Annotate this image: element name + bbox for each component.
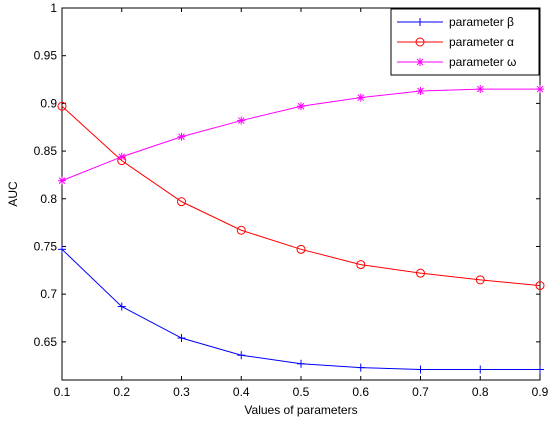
y-tick-label: 1: [50, 1, 57, 15]
y-tick-label: 0.95: [34, 49, 58, 63]
y-tick-label: 0.75: [34, 239, 58, 253]
x-tick-label: 0.9: [532, 385, 549, 399]
legend: parameter β parameter α parameter ω: [390, 8, 540, 76]
x-tick-label: 0.5: [293, 385, 310, 399]
series-line-2: [61, 105, 541, 287]
data-point: [58, 245, 66, 254]
x-tick-label: 0.3: [173, 385, 190, 399]
data-point: [356, 363, 365, 372]
data-point: [416, 365, 425, 374]
legend-marker: [416, 18, 424, 26]
data-point: [237, 116, 246, 125]
y-tick-label: 0.65: [34, 335, 58, 349]
data-point: [356, 260, 366, 270]
data-point: [177, 334, 186, 343]
y-tick-label: 0.8: [40, 192, 57, 206]
data-point: [297, 359, 305, 368]
data-point: [536, 85, 544, 94]
legend-marker: [415, 37, 425, 47]
legend-item: parameter ω: [397, 55, 516, 69]
x-tick-label: 0.6: [352, 385, 369, 399]
x-tick-label: 0.7: [412, 385, 429, 399]
x-tick-label: 0.4: [233, 385, 250, 399]
legend-label: parameter β: [449, 15, 514, 29]
x-axis-label: Values of parameters: [244, 403, 357, 417]
data-point: [416, 268, 425, 278]
data-point: [237, 351, 246, 360]
legend-label: parameter α: [449, 35, 514, 49]
y-tick-label: 0.7: [40, 287, 57, 301]
data-point: [476, 85, 485, 94]
data-point: [297, 102, 305, 111]
data-point: [535, 281, 545, 291]
data-point: [58, 176, 66, 185]
data-point: [57, 101, 67, 111]
data-point: [117, 302, 126, 311]
data-point: [475, 275, 485, 285]
legend-label: parameter ω: [449, 55, 516, 69]
data-point: [117, 152, 126, 161]
legend-marker: [416, 58, 424, 66]
legend-item: parameter α: [397, 35, 514, 49]
x-tick-label: 0.2: [113, 385, 130, 399]
data-point: [296, 244, 306, 254]
data-point: [476, 365, 485, 374]
y-tick-label: 0.85: [34, 144, 58, 158]
data-point: [356, 93, 365, 102]
data-point: [536, 365, 544, 374]
data-point: [177, 132, 186, 141]
legend-item: parameter β: [397, 15, 514, 29]
x-tick-label: 0.8: [472, 385, 489, 399]
data-point: [416, 86, 425, 95]
y-axis-label: AUC: [6, 181, 20, 207]
y-tick-label: 0.9: [40, 96, 57, 110]
data-point: [177, 197, 186, 207]
data-point: [236, 225, 246, 235]
x-tick-label: 0.1: [54, 385, 71, 399]
